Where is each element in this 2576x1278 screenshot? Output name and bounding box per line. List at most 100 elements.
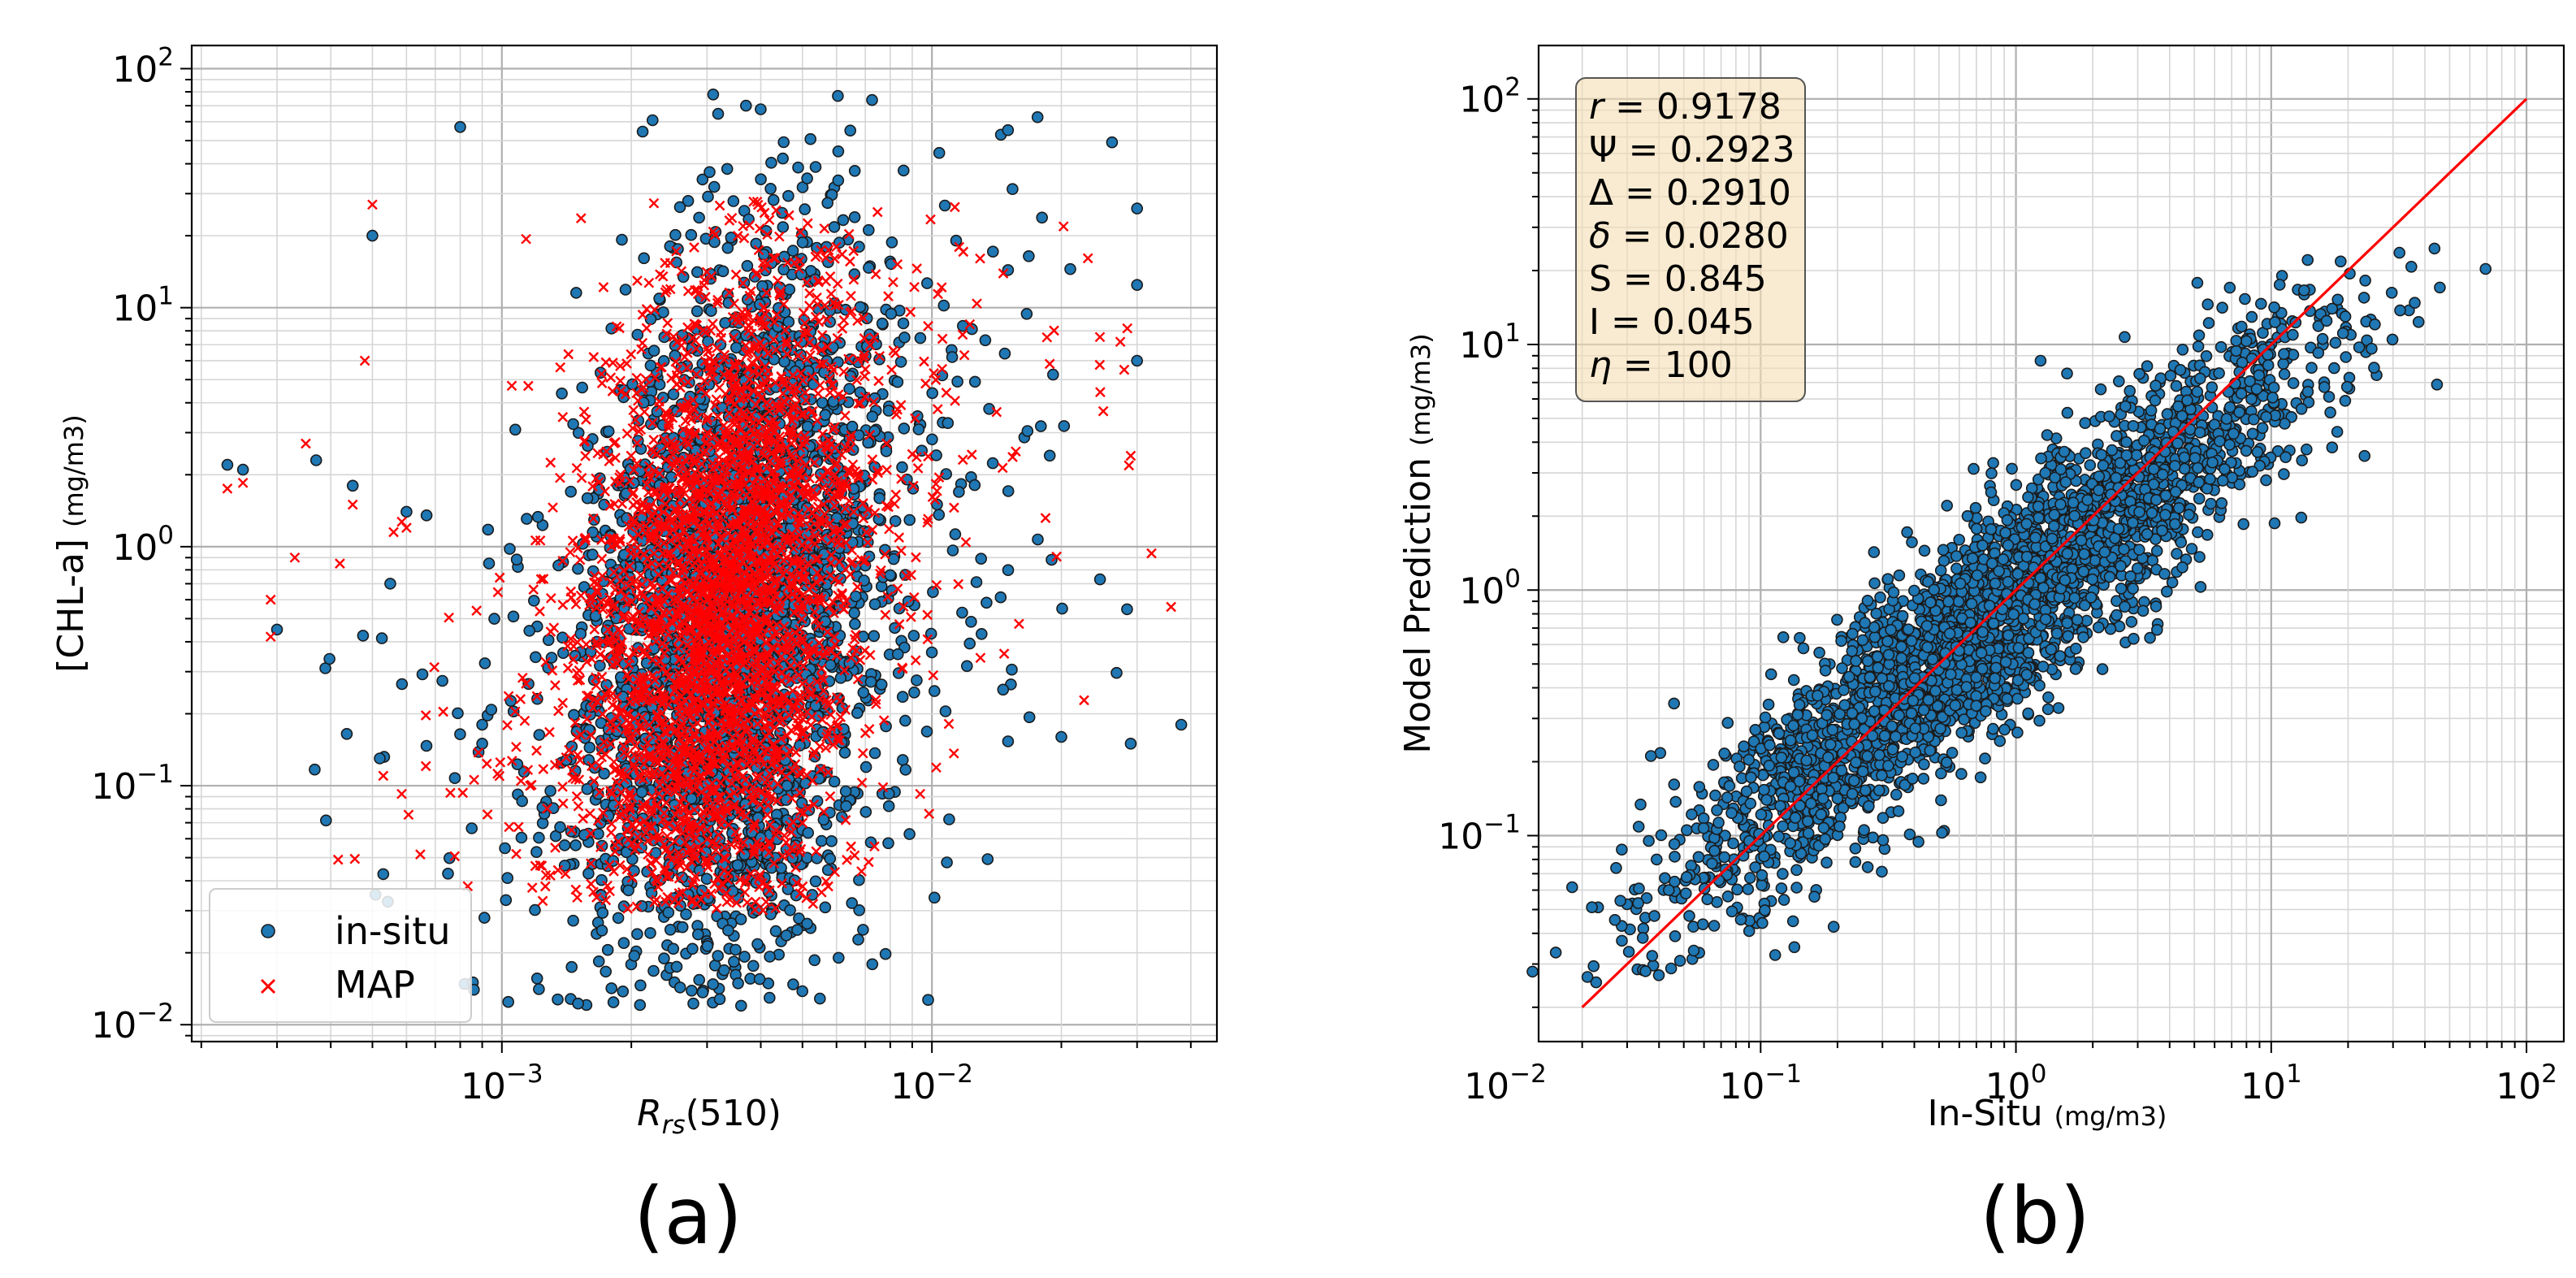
data-point [859, 760, 872, 773]
data-point [764, 183, 777, 195]
data-point [809, 875, 822, 888]
data-point [576, 381, 589, 394]
data-point [536, 817, 549, 830]
data-point [607, 996, 620, 1008]
data-point [581, 492, 594, 505]
data-point [897, 317, 910, 330]
data-point [712, 950, 725, 962]
data-point [897, 754, 909, 766]
data-point [875, 678, 888, 691]
data-point [558, 860, 571, 872]
data-point [478, 657, 491, 669]
data-point [1064, 262, 1076, 275]
data-point [565, 960, 578, 973]
data-point [617, 986, 630, 998]
data-point [616, 233, 628, 246]
data-point [981, 596, 993, 609]
data-point [646, 114, 659, 127]
data-point [821, 197, 834, 210]
data-point [510, 553, 523, 566]
data-point [1175, 718, 1188, 731]
data-point [366, 229, 379, 242]
data-point [799, 203, 812, 215]
data-point [631, 328, 644, 341]
data-point [527, 595, 540, 607]
data-point [840, 799, 852, 812]
data-point [509, 423, 522, 436]
data-point [530, 846, 543, 858]
data-point [221, 458, 234, 471]
data-point [583, 741, 596, 754]
data-point [542, 634, 555, 647]
data-point [876, 317, 889, 330]
data-point [707, 89, 720, 101]
data-point [622, 884, 634, 897]
data-point [854, 301, 867, 314]
data-point [963, 637, 976, 650]
data-point [572, 997, 584, 1010]
data-point [544, 785, 556, 797]
data-point [634, 979, 647, 992]
data-point [617, 937, 630, 949]
data-point [662, 906, 675, 919]
data-point [730, 943, 742, 956]
data-point [396, 678, 409, 691]
data-point [582, 867, 595, 880]
data-point [961, 660, 973, 673]
data-point [1058, 420, 1071, 432]
data-point [357, 630, 370, 642]
data-point [862, 436, 874, 449]
data-point [1002, 485, 1015, 497]
data-point [908, 686, 920, 699]
data-point [747, 960, 760, 973]
data-point [416, 668, 429, 681]
data-point [832, 174, 845, 187]
data-point [693, 211, 705, 224]
data-point [533, 729, 546, 741]
data-point [819, 901, 832, 914]
data-point [809, 161, 822, 173]
data-point [476, 718, 488, 731]
data-point [975, 552, 987, 565]
data-point [448, 772, 461, 785]
data-point [572, 562, 584, 575]
data-point [569, 287, 582, 299]
data-point [898, 422, 911, 435]
data-point [828, 221, 841, 233]
data-point [634, 999, 647, 1012]
data-point [592, 955, 605, 968]
data-point [704, 166, 716, 179]
data-point [531, 510, 544, 523]
data-point [384, 578, 396, 590]
data-point [894, 356, 907, 368]
data-point [921, 277, 933, 289]
data-point [879, 947, 892, 960]
data-point [741, 259, 754, 272]
data-point [796, 236, 809, 249]
data-point [898, 331, 911, 344]
data-point [929, 685, 941, 697]
data-point [685, 792, 698, 805]
data-point [236, 463, 249, 476]
data-point [638, 252, 651, 265]
data-point [1035, 420, 1047, 432]
data-point [852, 934, 864, 946]
data-point [1021, 425, 1034, 437]
data-point [602, 425, 615, 438]
data-point [926, 433, 938, 446]
data-point [691, 305, 704, 318]
data-point [734, 999, 747, 1012]
data-point [987, 245, 999, 258]
data-point [1093, 573, 1106, 586]
data-point [377, 868, 390, 881]
data-point [801, 172, 813, 184]
data-point [791, 924, 803, 936]
data-point [734, 913, 747, 925]
data-point [516, 795, 529, 808]
data-point [764, 951, 776, 963]
data-point [825, 835, 838, 847]
data-point [755, 103, 767, 115]
data-point [857, 630, 869, 643]
data-point [912, 423, 925, 435]
data-point [420, 739, 433, 752]
